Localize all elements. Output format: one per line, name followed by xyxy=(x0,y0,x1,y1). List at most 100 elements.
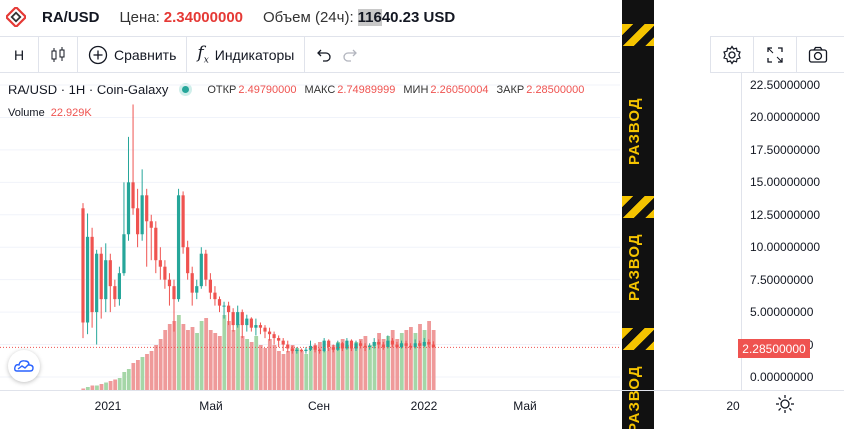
volume-bar xyxy=(227,321,231,390)
camera-icon xyxy=(808,46,828,63)
volume-label: Объем (24ч): xyxy=(263,8,354,26)
open-label: ОТКР xyxy=(207,83,237,96)
volume-bar xyxy=(272,345,277,390)
volume-bar xyxy=(427,321,431,390)
volume-bar xyxy=(81,388,86,390)
candle-body xyxy=(336,343,340,350)
redo-icon xyxy=(343,49,358,62)
undo-button[interactable] xyxy=(305,37,341,72)
volume-bar xyxy=(222,315,227,390)
volume-bar xyxy=(167,324,172,390)
chart-type-button[interactable] xyxy=(39,37,78,72)
candle-body xyxy=(117,273,121,300)
volume-bar xyxy=(254,336,259,390)
candle-body xyxy=(322,340,326,352)
candle-body xyxy=(358,343,363,346)
candle-body xyxy=(331,347,335,350)
volume-bar xyxy=(413,333,418,390)
volume-bar xyxy=(181,324,186,390)
volume-bar xyxy=(358,339,363,390)
candle-body xyxy=(186,247,190,274)
volume-legend: Volume 22.929K xyxy=(8,107,92,119)
volume-bar xyxy=(368,345,372,390)
volume-bar xyxy=(422,330,427,390)
gear-icon xyxy=(723,44,741,65)
fullscreen-button[interactable] xyxy=(753,37,796,72)
candle-body xyxy=(249,318,253,328)
high-value: 2.74989999 xyxy=(337,83,396,96)
indicators-button[interactable]: fx Индикаторы xyxy=(187,37,306,72)
candle-body xyxy=(85,236,90,323)
candle-body xyxy=(277,338,281,341)
candle-body xyxy=(245,318,249,326)
candle-body xyxy=(208,279,212,293)
candle-body xyxy=(154,227,158,261)
candle-body xyxy=(136,208,140,235)
y-tick-label: 0.00000000 xyxy=(750,370,814,384)
volume-bar xyxy=(377,333,381,390)
time-axis[interactable]: 2021 Май Сен 2022 Май 20 xyxy=(0,390,844,430)
candle-body xyxy=(172,286,176,300)
candle-body xyxy=(281,340,285,345)
candle-body xyxy=(299,349,303,352)
candle-body xyxy=(390,340,394,345)
warning-banner: РАЗВОД РАЗВОД РАЗВОД xyxy=(622,0,654,429)
candle-body xyxy=(104,260,108,300)
screenshot-button[interactable] xyxy=(796,37,839,72)
candle-body xyxy=(140,195,144,235)
volume-bar xyxy=(208,330,213,390)
candle-body xyxy=(254,325,258,328)
close-value: 2.28500000 xyxy=(526,83,585,96)
volume-bar xyxy=(381,339,386,390)
compare-button[interactable]: Сравнить xyxy=(78,37,188,72)
settings-button[interactable] xyxy=(710,37,753,72)
candle-body xyxy=(231,312,235,326)
pair-name: RA/USD xyxy=(42,8,100,26)
x-tick-label: Май xyxy=(199,399,223,413)
y-tick-label: 12.50000000 xyxy=(750,207,821,222)
volume-bar xyxy=(418,324,422,390)
volume-bar xyxy=(231,330,236,390)
candle-body xyxy=(149,221,153,228)
fx-icon: fx xyxy=(197,43,209,66)
candle-body xyxy=(263,327,267,332)
candle-body xyxy=(81,208,85,323)
axis-settings-button[interactable] xyxy=(775,394,795,419)
candle-body xyxy=(304,349,308,352)
candle-body xyxy=(213,292,217,300)
volume-bar xyxy=(336,342,340,390)
plus-circle-icon xyxy=(88,45,108,64)
x-tick-label: 20 xyxy=(726,399,740,413)
candle-body xyxy=(99,253,103,300)
status-dot xyxy=(182,86,190,93)
candle-body xyxy=(395,344,399,348)
volume-bar xyxy=(140,357,145,390)
volume-bar xyxy=(281,354,286,390)
price-chart[interactable] xyxy=(0,72,620,390)
volume-bar xyxy=(409,327,413,390)
candles-icon xyxy=(51,46,65,62)
candle-body xyxy=(122,234,126,274)
candle-body xyxy=(131,182,135,209)
candle-body xyxy=(90,236,94,313)
candle-body xyxy=(176,195,181,300)
tradingview-logo[interactable] xyxy=(8,350,40,382)
candle-body xyxy=(286,344,290,349)
volume-bar xyxy=(404,330,409,390)
volume-bar xyxy=(149,351,154,390)
candle-body xyxy=(327,340,331,348)
candle-body xyxy=(381,344,385,348)
volume-bar xyxy=(431,330,436,390)
volume-bar xyxy=(136,360,140,390)
volume-bar xyxy=(217,336,222,390)
candle-body xyxy=(240,312,244,326)
redo-button[interactable] xyxy=(341,37,369,72)
volume-bar xyxy=(318,342,322,390)
volume-bar xyxy=(108,381,113,390)
volume-bar xyxy=(345,345,350,390)
candle-body xyxy=(363,345,367,348)
interval-button[interactable]: Н xyxy=(0,37,39,72)
candle-body xyxy=(236,312,240,326)
candle-body xyxy=(368,345,372,348)
volume-bar xyxy=(354,342,359,390)
